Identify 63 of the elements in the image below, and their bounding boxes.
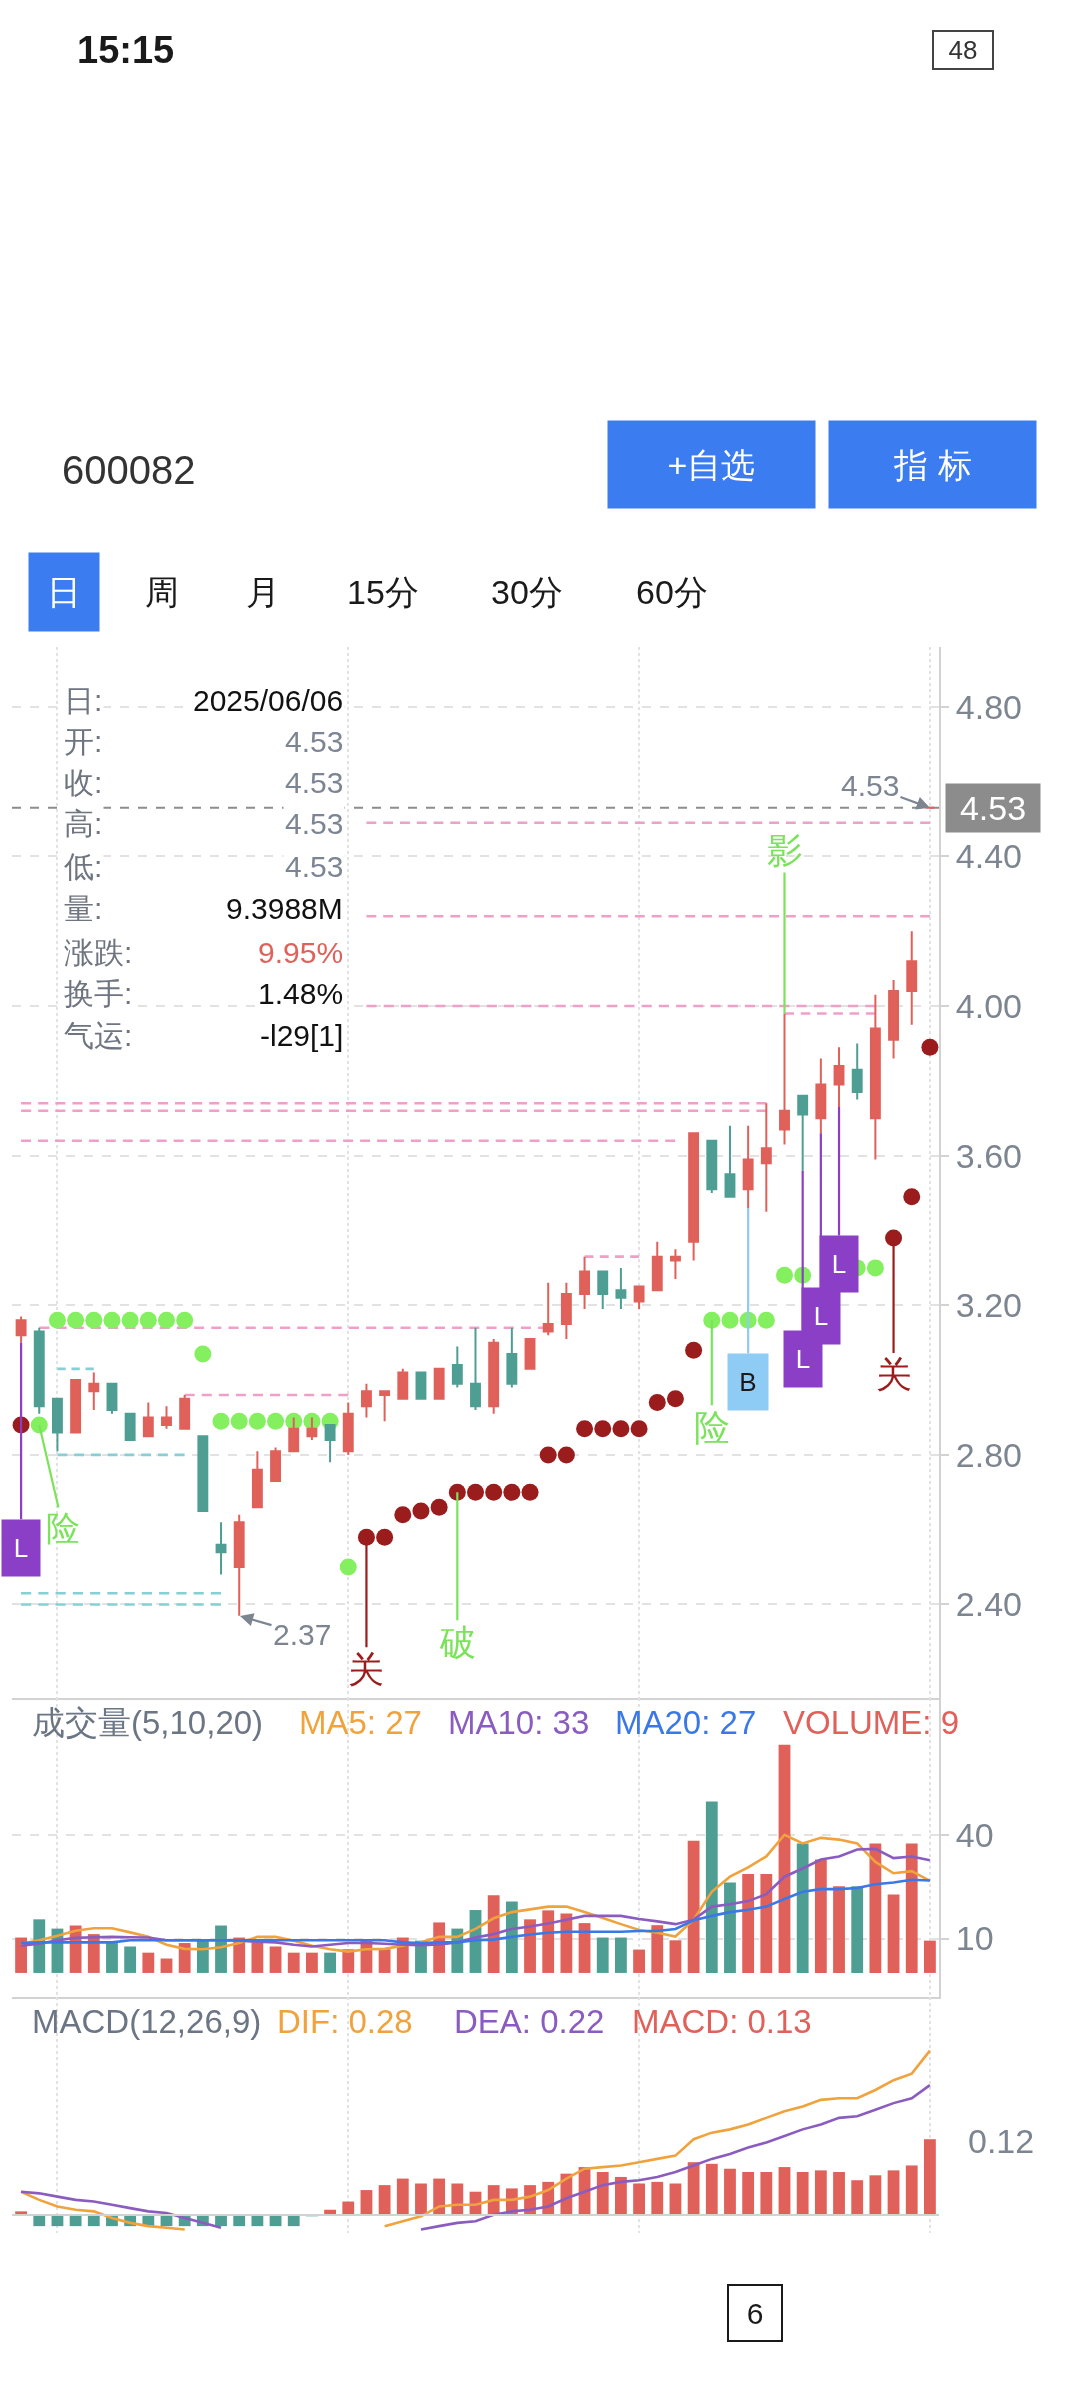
- chart-title: MACD(12,26,9): [32, 2003, 262, 2040]
- annotation: 涨跌:: [64, 936, 133, 969]
- text: 15分: [347, 573, 419, 611]
- text: 日: [47, 573, 81, 611]
- text: MA10: 33: [448, 1704, 590, 1741]
- annotation: 日:: [64, 684, 103, 717]
- annotation: L: [13, 1533, 29, 1563]
- annotation: 4.53: [285, 766, 344, 799]
- annotation: 4.53: [285, 850, 344, 883]
- chart-title: 600082: [62, 448, 196, 492]
- annotation: B: [739, 1367, 757, 1397]
- annotation: 破: [439, 1622, 476, 1663]
- y-tick-label: 4.00: [955, 986, 1022, 1025]
- annotation: 影: [767, 830, 803, 871]
- annotation: 低:: [64, 850, 103, 883]
- annotation: -l29[1]: [260, 1019, 344, 1052]
- ref-line-label: 4.53: [959, 789, 1027, 827]
- annotation: 2025/06/06: [193, 684, 344, 717]
- annotation: L: [813, 1301, 829, 1331]
- annotation: 换手:: [64, 977, 133, 1010]
- annotation: 9.95%: [258, 936, 344, 969]
- text: 周: [145, 573, 179, 611]
- y-tick-label: 2.40: [955, 1585, 1022, 1624]
- y-tick-label: 2.80: [955, 1435, 1022, 1474]
- text: MACD: 0.13: [632, 2003, 812, 2040]
- text: 0.12: [968, 2122, 1035, 2160]
- annotation: L: [831, 1249, 847, 1279]
- annotation: 开:: [64, 725, 103, 758]
- annotation: 4.53: [285, 807, 344, 840]
- annotation: 量:: [64, 892, 103, 925]
- annotation: 关: [348, 1649, 384, 1690]
- annotation: 收:: [64, 766, 103, 799]
- text: 15:15: [77, 29, 175, 71]
- y-tick-label: 3.60: [955, 1136, 1022, 1175]
- text: 60分: [636, 573, 708, 611]
- annotation: 气运:: [64, 1019, 133, 1052]
- text: 48: [948, 35, 978, 65]
- annotation: L: [795, 1344, 811, 1374]
- chart-title: 成交量(5,10,20): [32, 1704, 264, 1741]
- text: DEA: 0.22: [454, 2003, 605, 2040]
- series-label: VOLUME: 9: [783, 1704, 960, 1741]
- annotation: 险: [694, 1407, 730, 1448]
- text: DIF: 0.28: [277, 2003, 413, 2040]
- annotation: 4.53: [841, 769, 900, 802]
- text: 30分: [491, 573, 563, 611]
- text: MA20: 27: [615, 1704, 757, 1741]
- text: 指 标: [893, 445, 972, 484]
- annotation: 险: [46, 1509, 80, 1547]
- y-tick-label: 4.80: [955, 687, 1022, 726]
- y-tick-label: 10: [955, 1919, 994, 1958]
- annotation: 2.37: [273, 1618, 332, 1651]
- text: 月: [246, 573, 280, 611]
- annotation: 1.48%: [258, 977, 344, 1010]
- text: MA5: 27: [299, 1704, 422, 1741]
- text: +自选: [667, 445, 756, 484]
- annotation: 9.3988M: [226, 892, 343, 925]
- annotation: 高:: [64, 807, 103, 840]
- y-tick-label: 3.20: [955, 1286, 1022, 1325]
- y-tick-label: 40: [955, 1816, 994, 1855]
- text: 6: [746, 2296, 764, 2330]
- y-tick-label: 4.40: [955, 837, 1022, 876]
- annotation: 关: [876, 1354, 912, 1395]
- annotation: 4.53: [285, 725, 344, 758]
